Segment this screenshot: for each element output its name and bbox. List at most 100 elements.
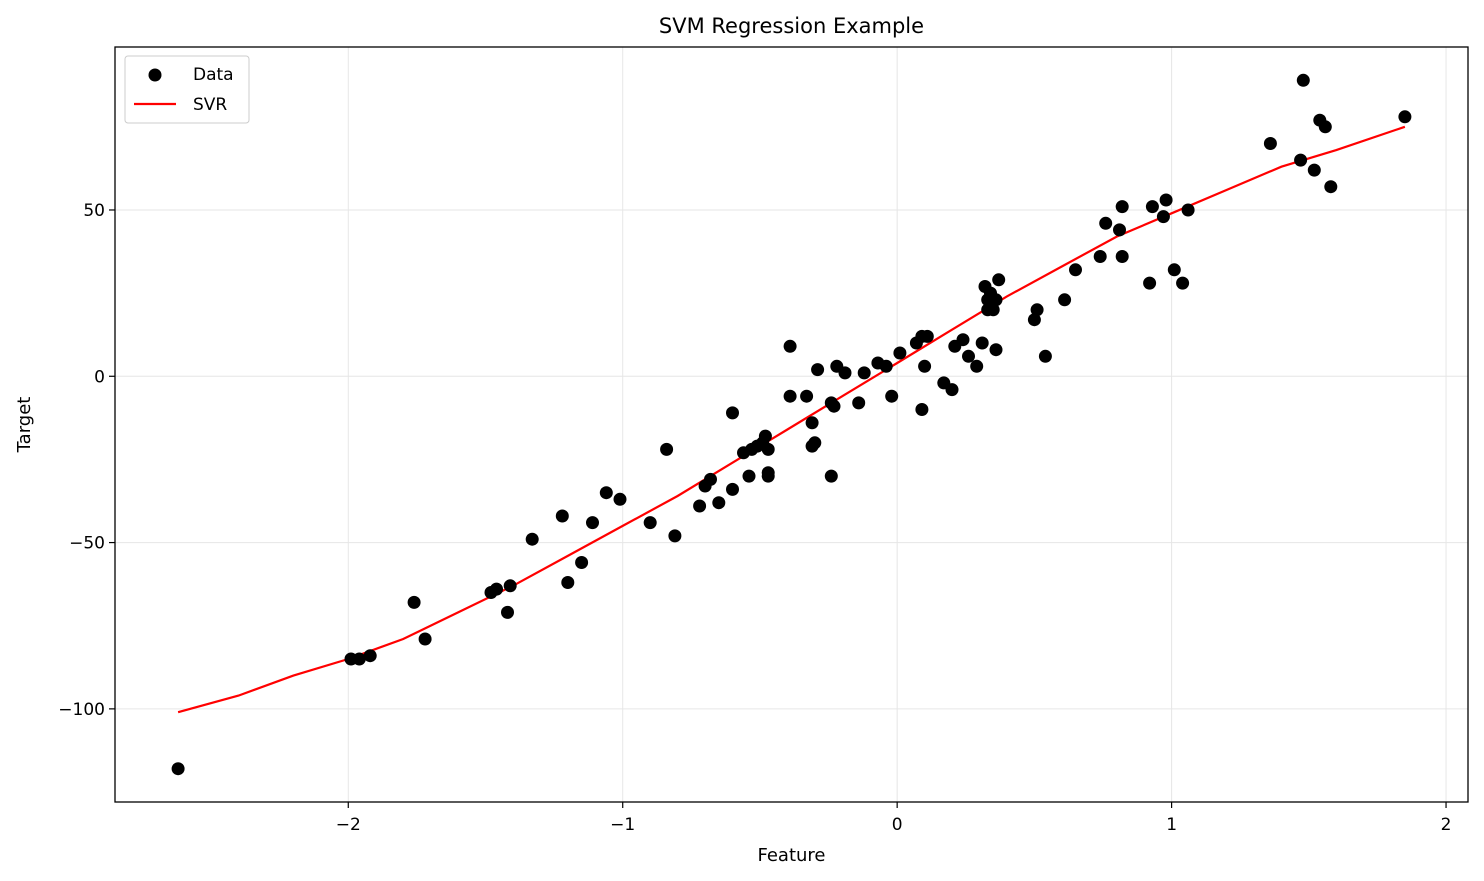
x-tick-label: 1	[1166, 815, 1177, 835]
legend-label-svr: SVR	[193, 95, 227, 115]
data-point	[915, 403, 929, 416]
x-axis-ticks: −2 −1 0 1 2	[336, 802, 1452, 835]
data-point	[1307, 163, 1321, 177]
x-tick-label: −1	[610, 815, 635, 835]
data-point	[742, 469, 756, 483]
data-points-layer	[171, 73, 1412, 776]
data-point	[1159, 193, 1173, 207]
data-point	[1398, 110, 1412, 124]
data-point	[1324, 180, 1338, 194]
data-point	[956, 333, 970, 347]
data-point	[1113, 223, 1126, 237]
data-point	[660, 442, 674, 456]
data-point	[879, 359, 893, 373]
x-tick-label: 0	[892, 815, 903, 835]
data-point	[989, 293, 1003, 307]
data-point	[599, 486, 613, 500]
data-point	[1263, 137, 1277, 150]
data-point	[1030, 303, 1044, 317]
data-point	[613, 492, 627, 506]
data-point	[1069, 263, 1082, 277]
data-point	[1145, 200, 1159, 214]
data-point	[805, 416, 819, 430]
data-point	[1167, 263, 1181, 277]
x-axis-label: Feature	[757, 845, 825, 866]
data-point	[1176, 276, 1190, 290]
data-point	[1058, 293, 1072, 307]
data-point	[363, 649, 377, 663]
data-point	[407, 595, 421, 609]
data-point	[726, 482, 739, 496]
data-point	[893, 346, 907, 360]
data-point	[575, 556, 589, 569]
data-point	[827, 399, 841, 413]
data-point	[758, 429, 772, 443]
data-point	[962, 349, 975, 363]
data-point	[1115, 250, 1129, 263]
data-point	[693, 499, 707, 513]
data-point	[918, 359, 932, 373]
data-point	[490, 582, 503, 596]
data-point	[418, 632, 432, 646]
data-point	[783, 389, 797, 403]
data-point	[643, 516, 657, 530]
chart-title: SVM Regression Example	[659, 14, 924, 38]
data-point	[824, 469, 838, 483]
data-point	[1027, 313, 1041, 327]
legend-marker-data	[148, 68, 162, 82]
legend-label-data: Data	[193, 65, 234, 85]
y-axis-ticks: −100 −50 0 50	[58, 201, 115, 720]
data-point	[838, 366, 852, 380]
data-point	[1115, 200, 1129, 214]
data-point	[1156, 210, 1170, 224]
data-point	[1181, 203, 1195, 217]
y-tick-label: 0	[94, 367, 105, 387]
y-tick-label: −50	[69, 534, 105, 554]
data-point	[704, 472, 717, 486]
data-point	[970, 359, 984, 373]
data-point	[986, 303, 1000, 317]
plot-frame	[114, 46, 1469, 803]
data-point	[1143, 276, 1157, 290]
data-point	[885, 389, 899, 403]
y-axis-label: Target	[14, 397, 35, 454]
data-point	[808, 436, 822, 450]
data-point	[811, 363, 825, 377]
data-point	[800, 389, 814, 403]
data-point	[1318, 120, 1332, 134]
data-point	[1038, 349, 1052, 363]
y-tick-label: −100	[58, 700, 105, 720]
grid-lines	[115, 47, 1468, 802]
data-point	[561, 576, 575, 589]
data-point	[1093, 250, 1107, 263]
data-point	[1296, 73, 1310, 87]
legend: Data SVR	[124, 55, 250, 124]
data-point	[989, 343, 1003, 357]
data-point	[783, 339, 797, 353]
data-point	[857, 366, 871, 380]
data-point	[945, 383, 959, 397]
data-point	[920, 329, 934, 343]
x-tick-label: 2	[1441, 815, 1452, 835]
data-point	[525, 532, 539, 546]
data-point	[668, 529, 682, 543]
data-point	[352, 652, 366, 666]
data-point	[555, 509, 569, 523]
data-point	[1294, 153, 1308, 167]
data-point	[501, 605, 514, 619]
data-point	[992, 273, 1006, 287]
data-point	[171, 762, 185, 776]
data-point	[975, 336, 989, 350]
data-point	[761, 442, 775, 456]
data-point	[726, 406, 739, 420]
x-tick-label: −2	[336, 815, 361, 835]
data-point	[586, 516, 599, 530]
y-tick-label: 50	[83, 201, 105, 221]
data-point	[1099, 216, 1113, 230]
data-point	[761, 469, 775, 483]
data-point	[503, 579, 517, 593]
data-point	[852, 396, 866, 410]
data-point	[712, 496, 726, 510]
